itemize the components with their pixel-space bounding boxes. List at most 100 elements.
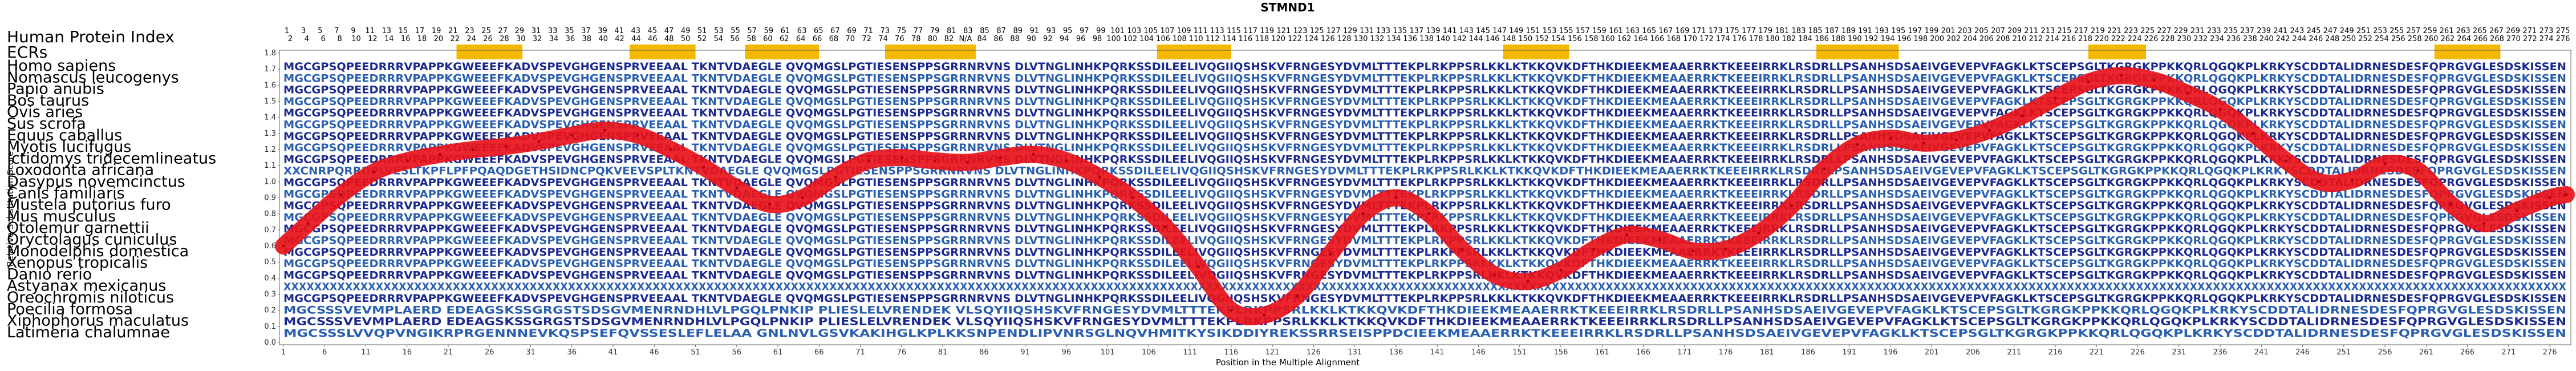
human-index-row-1: 1 3 5 7 9 11 13 15 17 19 21 23 25 27 29 31 33 35 37 39 41 43 4… [285, 27, 2570, 35]
species-sequence: MGCGPSQPEEDRRRVPAPPKGWEEEFKADVSPEVGHGENS… [283, 235, 2566, 247]
score-point [1296, 294, 1299, 297]
index-number: 45 [648, 27, 658, 35]
x-tick-label: 211 [2007, 348, 2021, 357]
index-number: 134 [1386, 35, 1401, 43]
index-number: 186 [1815, 35, 1829, 43]
index-number: 105 [1143, 27, 1158, 35]
species-label: Sus scrofa [7, 115, 86, 133]
index-number: 93 [1046, 27, 1056, 35]
x-tick-label: 86 [979, 348, 989, 357]
index-number: 138 [1419, 35, 1434, 43]
index-number: 28 [500, 35, 509, 43]
species-sequence: MGCGPSQPEEDRRRVPAPPKGWEEEFKADVSPEVGHGENS… [283, 61, 2566, 73]
index-number: 176 [1733, 35, 1747, 43]
index-number: 168 [1666, 35, 1681, 43]
index-number: 77 [914, 27, 923, 35]
index-number: 110 [1189, 35, 1203, 43]
index-number: 230 [2177, 35, 2191, 43]
y-tick-label: 0.6 [264, 242, 276, 251]
index-number: 254 [2375, 35, 2389, 43]
score-point [1955, 138, 1958, 142]
index-number: 12 [368, 35, 378, 43]
index-number: 89 [1013, 27, 1023, 35]
y-tick-label: 0.0 [264, 338, 276, 347]
score-point [2565, 193, 2568, 196]
index-number: 259 [2423, 27, 2437, 35]
species-label: Xiphophorus maculatus [7, 312, 189, 330]
x-tick-label: 216 [2048, 348, 2063, 357]
index-number: 16 [401, 35, 411, 43]
score-point [2515, 209, 2518, 212]
index-number: 152 [1535, 35, 1549, 43]
species-label: Xenopus tropicalis [7, 254, 148, 272]
index-number: 94 [1060, 35, 1069, 43]
index-number: 14 [384, 35, 394, 43]
index-number: 86 [993, 35, 1003, 43]
score-point [1130, 196, 1134, 199]
index-number: 265 [2473, 27, 2487, 35]
score-point [2383, 162, 2387, 166]
score-point [933, 159, 936, 163]
index-number: 101 [1110, 27, 1125, 35]
species-sequence: MGCGPSQPEEDRRRVPAPPKGWEEEFKADVSPEVGHGENS… [283, 107, 2566, 119]
index-number: 80 [928, 35, 938, 43]
index-number: 50 [681, 35, 691, 43]
score-point [2054, 96, 2057, 100]
index-number: 59 [764, 27, 774, 35]
score-point [282, 244, 285, 248]
species-label: Monodelphis domestica [7, 243, 189, 260]
x-tick-label: 206 [1966, 348, 1980, 357]
index-number: 224 [2128, 35, 2142, 43]
index-number: 95 [1063, 27, 1073, 35]
index-number: 147 [1492, 27, 1507, 35]
index-number: 70 [846, 35, 855, 43]
index-number: 98 [1093, 35, 1102, 43]
x-tick-label: 81 [938, 348, 948, 357]
index-number: 270 [2506, 35, 2521, 43]
ecr-region [1157, 45, 1231, 59]
score-point [1493, 273, 1496, 277]
index-number: 44 [631, 35, 641, 43]
x-tick-label: 116 [1224, 348, 1238, 357]
x-tick-label: 111 [1183, 348, 1197, 357]
score-point [1328, 252, 1332, 256]
score-point [1196, 265, 1200, 269]
index-number: 37 [581, 27, 591, 35]
index-number: 19 [432, 27, 441, 35]
index-number: 144 [1469, 35, 1483, 43]
index-number: 104 [1139, 35, 1154, 43]
index-number: 218 [2078, 35, 2092, 43]
species-label: Otolemur garnettii [7, 219, 149, 237]
index-number: 126 [1321, 35, 1335, 43]
index-number: 209 [2007, 27, 2022, 35]
score-point [2185, 91, 2189, 95]
index-number: 109 [1177, 27, 1191, 35]
index-number: 132 [1370, 35, 1384, 43]
index-number: 272 [2523, 35, 2537, 43]
score-point [603, 128, 607, 132]
score-point [999, 156, 1002, 159]
index-number: 34 [549, 35, 559, 43]
score-point [1757, 231, 1760, 235]
x-tick-label: 226 [2131, 348, 2145, 357]
x-tick-label: 221 [2090, 348, 2104, 357]
index-number: 164 [1633, 35, 1648, 43]
index-number: 123 [1293, 27, 1308, 35]
index-number: 129 [1343, 27, 1357, 35]
x-tick-label: 96 [1062, 348, 1072, 357]
score-point [669, 148, 672, 151]
ecr-region [629, 45, 696, 59]
score-point [439, 152, 442, 156]
index-number: 170 [1683, 35, 1697, 43]
index-number: 32 [533, 35, 542, 43]
y-tick-label: 1.1 [264, 162, 276, 170]
x-tick-label: 276 [2543, 348, 2557, 357]
index-number: 67 [830, 27, 840, 35]
index-number: 225 [2140, 27, 2155, 35]
species-label: Equus caballus [7, 127, 122, 144]
x-tick-label: 106 [1142, 348, 1156, 357]
score-point [2152, 79, 2156, 82]
score-point [306, 222, 310, 225]
ecr-region [2088, 45, 2146, 59]
